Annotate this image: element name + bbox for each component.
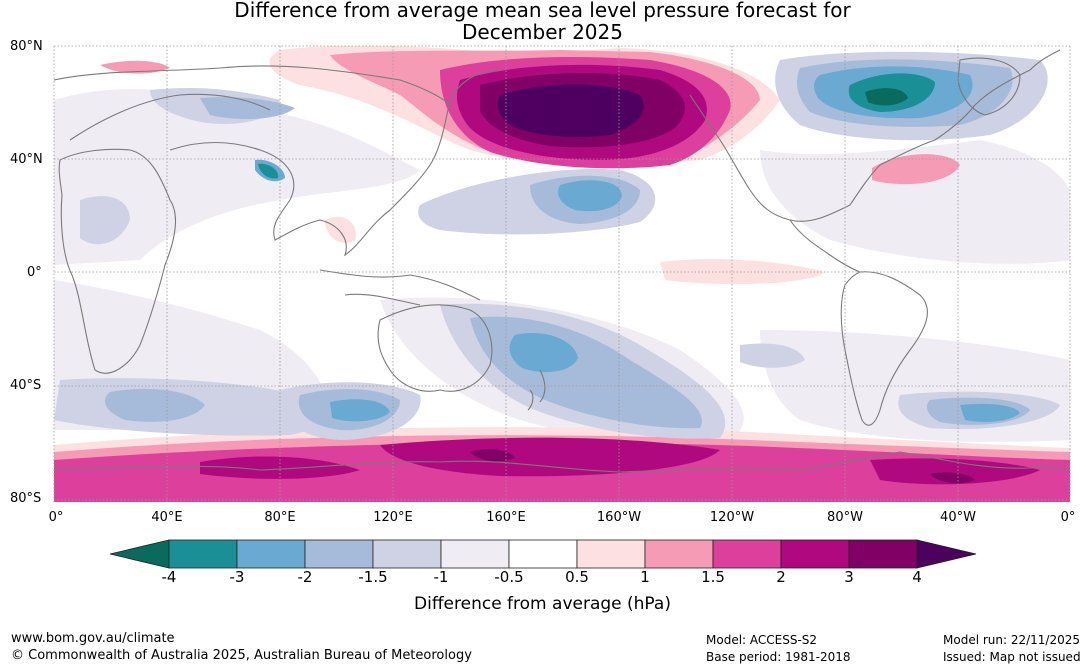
lat-label-80n: 80°N bbox=[10, 39, 43, 54]
lon-label-40e: 40°E bbox=[151, 510, 183, 525]
lat-label-80s: 80°S bbox=[10, 491, 42, 506]
coast-asia bbox=[169, 69, 501, 257]
colorbar-tick: 1 bbox=[640, 568, 650, 586]
colorbar-tick: -1 bbox=[433, 568, 449, 586]
colorbar-arrow-low bbox=[109, 539, 170, 569]
coast-siberia bbox=[54, 65, 451, 106]
lon-label-80w: 80°W bbox=[827, 510, 863, 525]
colorbar-tick: 1.5 bbox=[701, 568, 725, 586]
anomaly-field bbox=[54, 46, 1070, 502]
colorbar-segment bbox=[644, 539, 714, 569]
anomaly-negative-4 bbox=[865, 88, 908, 106]
coast-australia bbox=[377, 304, 493, 392]
footer-url: www.bom.gov.au/climate bbox=[11, 631, 175, 646]
coastlines bbox=[54, 49, 1070, 473]
colorbar-tick: -4 bbox=[161, 568, 177, 586]
map-title-line1: Difference from average mean sea level p… bbox=[234, 0, 851, 22]
coast-greenland bbox=[957, 57, 1021, 116]
colorbar-tick: 2 bbox=[776, 568, 786, 586]
footer-issued: Issued: Map not issued bbox=[943, 650, 1081, 664]
lon-label-0-west: 0° bbox=[48, 510, 64, 525]
gridlines bbox=[53, 45, 1071, 502]
footer-model: Model: ACCESS-S2 bbox=[706, 633, 818, 647]
colorbar bbox=[109, 539, 977, 569]
colorbar-arrow-high bbox=[916, 539, 977, 569]
colorbar-segment bbox=[848, 539, 918, 569]
lon-label-120w: 120°W bbox=[709, 510, 755, 525]
map-title-line2: December 2025 bbox=[462, 20, 623, 44]
colorbar-label: Difference from average (hPa) bbox=[414, 594, 671, 614]
footer-copyright: © Commonwealth of Australia 2025, Austra… bbox=[11, 648, 472, 663]
coast-indonesia bbox=[319, 269, 481, 306]
coast-antarctica bbox=[54, 451, 1070, 473]
footer-model-run: Model run: 22/11/2025 bbox=[943, 633, 1081, 647]
lat-label-0: 0° bbox=[27, 265, 42, 280]
colorbar-tick: -2 bbox=[297, 568, 313, 586]
colorbar-segment bbox=[576, 539, 646, 569]
lat-label-40n: 40°N bbox=[10, 152, 43, 167]
coast-africa-europe bbox=[58, 93, 271, 374]
colorbar-segment bbox=[236, 539, 306, 569]
lon-label-80e: 80°E bbox=[264, 510, 296, 525]
anomaly-max-positive bbox=[497, 84, 644, 137]
colorbar-tick: 0.5 bbox=[565, 568, 589, 586]
lon-label-160w: 160°W bbox=[596, 510, 642, 525]
lon-label-0-east: 0° bbox=[1060, 510, 1076, 525]
colorbar-segment bbox=[440, 539, 510, 569]
colorbar-tick: 3 bbox=[844, 568, 854, 586]
colorbar-tick: -3 bbox=[229, 568, 245, 586]
colorbar-segment bbox=[712, 539, 782, 569]
colorbar-segment bbox=[304, 539, 374, 569]
colorbar-tick: 4 bbox=[912, 568, 922, 586]
coast-south-america bbox=[840, 271, 928, 426]
lon-label-120e: 120°E bbox=[373, 510, 413, 525]
colorbar-tick: -1.5 bbox=[358, 568, 388, 586]
coast-north-america bbox=[689, 49, 1061, 222]
colorbar-tick: -0.5 bbox=[494, 568, 524, 586]
lat-label-40s: 40°S bbox=[10, 378, 42, 393]
lon-label-40w: 40°W bbox=[940, 510, 976, 525]
colorbar-segment bbox=[168, 539, 238, 569]
colorbar-segment bbox=[508, 539, 578, 569]
coast-central-america bbox=[789, 219, 861, 273]
lon-label-160e: 160°E bbox=[486, 510, 526, 525]
footer-base-period: Base period: 1981-2018 bbox=[706, 650, 851, 664]
colorbar-segment bbox=[372, 539, 442, 569]
colorbar-segment bbox=[780, 539, 850, 569]
